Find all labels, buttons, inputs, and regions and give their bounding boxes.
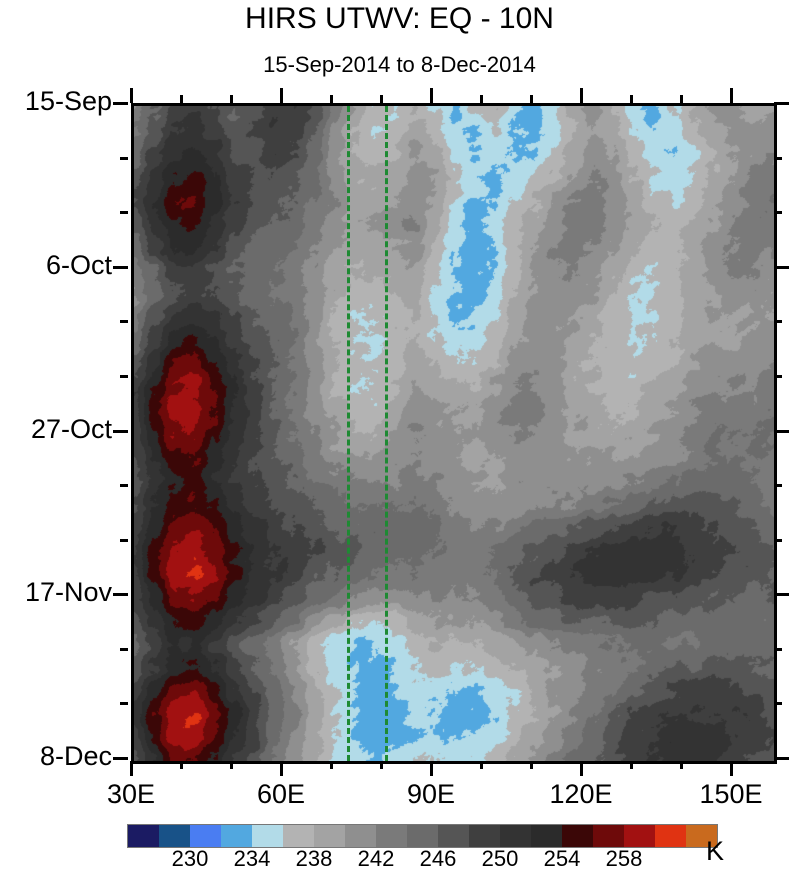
- colorbar-tick-label: 254: [543, 846, 581, 871]
- colorbar-unit-label: K: [706, 836, 725, 866]
- colorbar[interactable]: [127, 824, 718, 848]
- page-subtitle: 15-Sep-2014 to 8-Dec-2014: [263, 52, 536, 77]
- page-title: HIRS UTWV: EQ - 10N: [245, 2, 554, 35]
- x-tick-major-top: [280, 88, 283, 103]
- colorbar-tick-label: 258: [605, 846, 643, 871]
- x-tick-major-top: [580, 88, 583, 103]
- colorbar-swatch: [159, 825, 190, 847]
- colorbar-swatch: [190, 825, 221, 847]
- x-tick-minor: [630, 761, 633, 769]
- y-tick-major: [113, 429, 128, 433]
- x-tick-major: [130, 761, 133, 776]
- y-axis-tick-label: 6-Oct: [45, 249, 112, 280]
- colorbar-swatch: [562, 825, 593, 847]
- colorbar-swatch: [283, 825, 314, 847]
- x-tick-major: [280, 761, 283, 776]
- x-tick-major-top: [130, 88, 133, 103]
- colorbar-swatch: [314, 825, 345, 847]
- x-tick-minor: [530, 761, 533, 769]
- x-tick-minor: [480, 761, 483, 769]
- y-tick-minor-right: [774, 702, 782, 706]
- x-tick-minor: [330, 761, 333, 769]
- x-tick-minor: [680, 761, 683, 769]
- x-tick-major-top: [430, 88, 433, 103]
- plot-area[interactable]: [131, 103, 777, 764]
- x-tick-major: [730, 761, 733, 776]
- colorbar-tick-label: 250: [481, 846, 519, 871]
- y-axis-tick-label: 17-Nov: [24, 577, 112, 608]
- x-tick-minor: [630, 95, 633, 103]
- y-tick-minor-right: [774, 538, 782, 542]
- x-tick-minor: [380, 95, 383, 103]
- colorbar-swatch: [221, 825, 252, 847]
- colorbar-tick-label: 230: [171, 846, 209, 871]
- y-tick-minor: [120, 484, 128, 488]
- y-tick-major: [113, 593, 128, 597]
- y-tick-minor-right: [774, 156, 782, 160]
- y-tick-minor-right: [774, 647, 782, 651]
- x-tick-minor: [230, 95, 233, 103]
- colorbar-swatch: [469, 825, 500, 847]
- y-tick-major: [113, 757, 128, 760]
- y-tick-minor-right: [774, 484, 782, 488]
- x-axis-tick-label: 90E: [406, 779, 456, 809]
- y-tick-major-right: [774, 593, 789, 597]
- y-tick-minor-right: [774, 374, 782, 378]
- colorbar-swatch: [624, 825, 655, 847]
- colorbar-swatch: [593, 825, 624, 847]
- x-tick-minor: [480, 95, 483, 103]
- y-tick-minor: [120, 374, 128, 378]
- colorbar-swatch: [655, 825, 686, 847]
- x-axis-tick-label: 30E: [106, 779, 156, 809]
- colorbar-swatch: [252, 825, 283, 847]
- y-tick-minor: [120, 647, 128, 651]
- x-tick-minor: [680, 95, 683, 103]
- y-tick-major-right: [774, 757, 789, 760]
- y-tick-minor-right: [774, 211, 782, 215]
- green-dashed-line-west: [346, 106, 350, 761]
- x-tick-minor: [530, 95, 533, 103]
- y-axis-tick-label: 8-Dec: [39, 741, 112, 771]
- colorbar-tick-label: 234: [233, 846, 271, 871]
- colorbar-swatch: [407, 825, 438, 847]
- x-axis-tick-label: 120E: [549, 779, 613, 809]
- y-tick-major: [113, 102, 128, 105]
- colorbar-swatch: [686, 825, 717, 847]
- y-tick-major-right: [774, 265, 789, 269]
- x-tick-major: [580, 761, 583, 776]
- y-tick-minor-right: [774, 320, 782, 324]
- y-tick-major-right: [774, 429, 789, 433]
- colorbar-swatch: [438, 825, 469, 847]
- x-tick-minor: [330, 95, 333, 103]
- y-tick-major: [113, 265, 128, 269]
- x-tick-major-top: [730, 88, 733, 103]
- x-axis-tick-label: 150E: [699, 779, 763, 809]
- colorbar-swatch: [128, 825, 159, 847]
- x-tick-major: [430, 761, 433, 776]
- y-tick-minor: [120, 702, 128, 706]
- colorbar-swatch: [376, 825, 407, 847]
- y-tick-minor: [120, 320, 128, 324]
- green-dashed-line-east: [385, 106, 388, 761]
- hovmoller-field: [134, 106, 774, 761]
- colorbar-swatch: [500, 825, 531, 847]
- colorbar-swatch: [345, 825, 376, 847]
- x-tick-minor: [380, 761, 383, 769]
- colorbar-tick-label: 246: [419, 846, 457, 871]
- y-axis-tick-label: 15-Sep: [24, 86, 112, 116]
- y-tick-minor: [120, 156, 128, 160]
- x-axis-tick-label: 60E: [256, 779, 306, 809]
- y-axis-tick-label: 27-Oct: [30, 413, 112, 444]
- y-tick-minor: [120, 538, 128, 542]
- x-tick-minor: [180, 761, 183, 769]
- colorbar-swatch: [531, 825, 562, 847]
- colorbar-tick-label: 238: [295, 846, 333, 871]
- y-tick-minor: [120, 211, 128, 215]
- x-tick-minor: [230, 761, 233, 769]
- colorbar-tick-label: 242: [357, 846, 395, 871]
- y-tick-major-right: [774, 102, 789, 105]
- x-tick-minor: [180, 95, 183, 103]
